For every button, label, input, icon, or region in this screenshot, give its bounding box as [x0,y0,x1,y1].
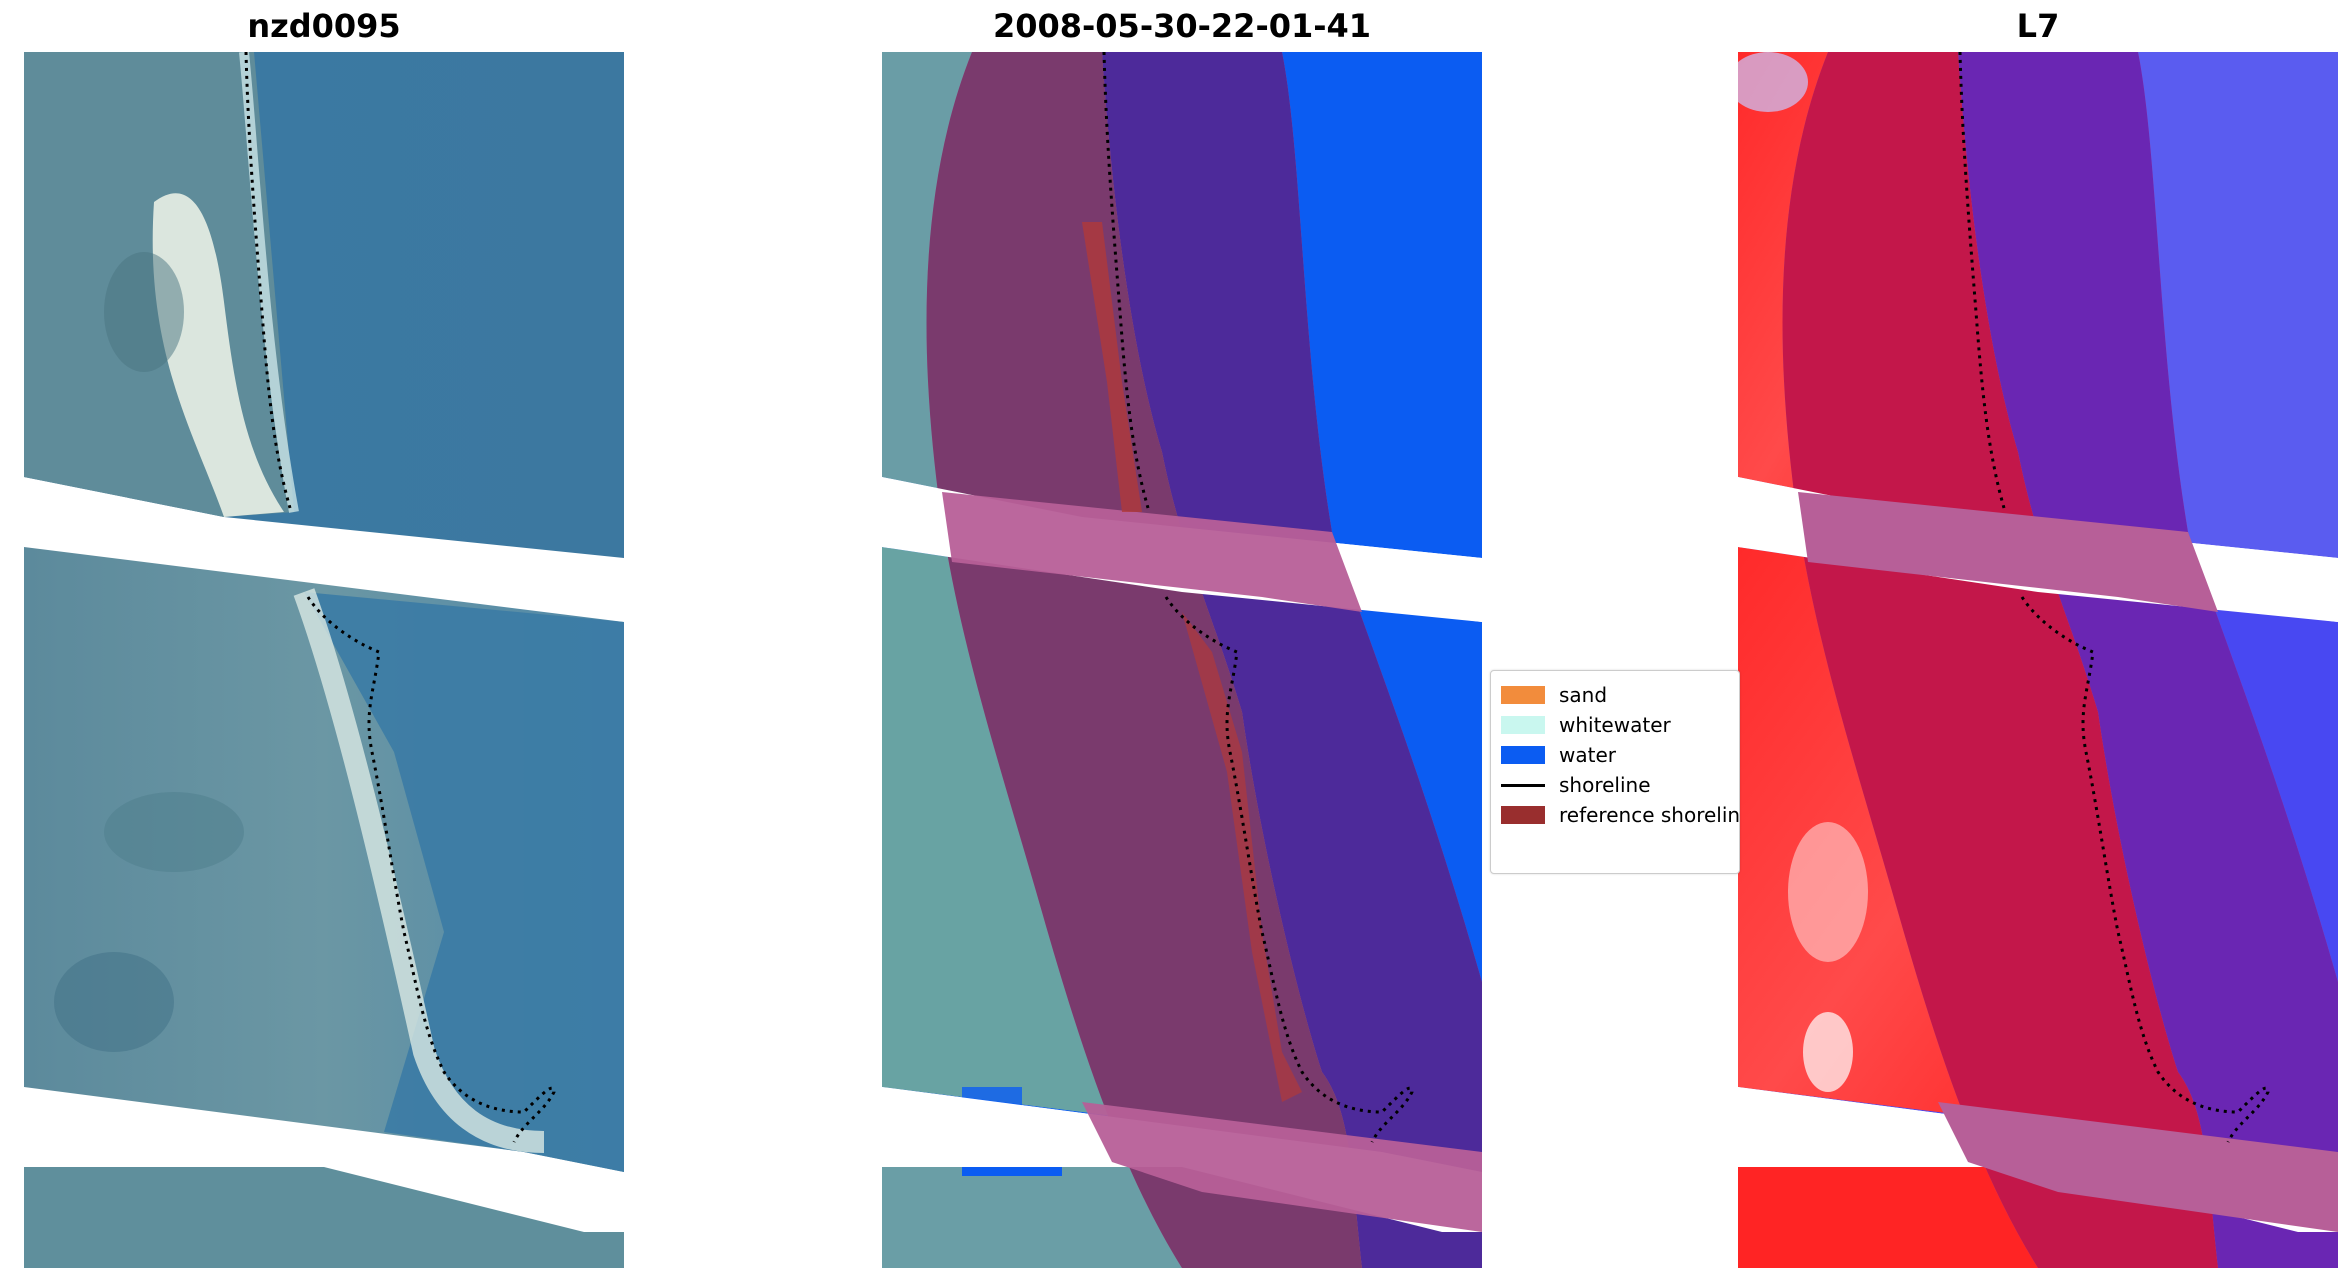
shoreline-line [306,596,556,1143]
legend-item-whitewater: whitewater [1501,711,1671,739]
classified-image [882,52,1482,1268]
legend-label: reference shoreline [1559,803,1740,827]
reference-shoreline-swatch [1501,806,1545,824]
image-strip [24,1167,624,1268]
legend-label: shoreline [1559,773,1651,797]
shoreline-line [2020,596,2270,1143]
legend-item-water: water [1501,741,1616,769]
satellite-index-panel [1738,52,2338,1268]
water-region [1102,52,1482,1268]
legend-label: sand [1559,683,1608,707]
rgb-image-panel [24,52,624,1268]
reference-shoreline-patch [1182,612,1302,1102]
panel-title-rgb: nzd0095 [247,7,401,45]
reference-shoreline-patch [1082,222,1142,512]
legend-item-reference-shoreline: reference shoreline [1501,801,1740,829]
panel-title-date: 2008-05-30-22-01-41 [992,7,1372,45]
index-image [1738,52,2338,1268]
legend: sand whitewater water shoreline referenc… [1490,670,1740,874]
sand-swatch [1501,686,1545,704]
shoreline-line [1164,596,1414,1143]
panel-title-satellite: L7 [2016,7,2060,45]
legend-item-shoreline: shoreline [1501,771,1651,799]
legend-label: water [1559,743,1616,767]
shoreline-swatch [1501,783,1545,787]
rgb-image [24,52,624,1268]
legend-item-sand: sand [1501,681,1607,709]
water-swatch [1501,746,1545,764]
legend-label: whitewater [1559,713,1671,737]
classification-panel [882,52,1482,1268]
whitewater-swatch [1501,716,1545,734]
land-region [926,52,1362,1268]
